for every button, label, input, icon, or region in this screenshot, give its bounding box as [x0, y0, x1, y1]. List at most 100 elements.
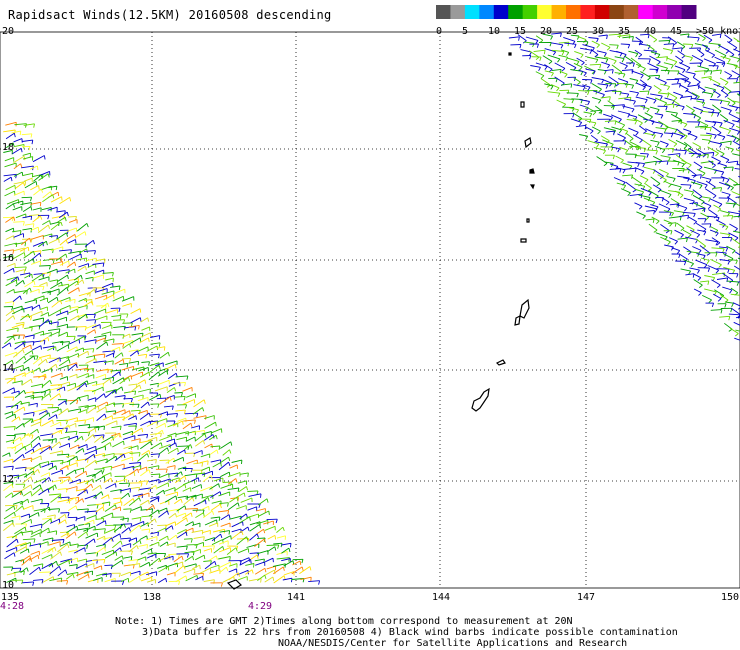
wind-barb-feather — [203, 555, 206, 560]
wind-barb — [30, 201, 41, 205]
wind-barb-feather — [27, 247, 30, 252]
wind-barb-feather — [114, 525, 117, 530]
wind-barb — [542, 55, 553, 62]
wind-barb — [704, 120, 716, 123]
wind-barb — [601, 78, 613, 84]
wind-barb — [692, 246, 702, 251]
island-outlines — [226, 52, 535, 590]
wind-barb-feather — [177, 448, 179, 453]
wind-barb — [38, 488, 49, 496]
wind-barb — [601, 42, 611, 48]
wind-barb — [84, 510, 98, 513]
wind-barb — [139, 412, 150, 420]
wind-barb-feather — [23, 342, 26, 348]
wind-barb — [642, 139, 652, 147]
wind-barb-feather — [672, 148, 675, 153]
wind-barb-feather — [11, 466, 14, 471]
wind-barb — [644, 160, 657, 164]
wind-barb-feather — [607, 64, 611, 69]
wind-barb-feather — [94, 329, 97, 334]
wind-barb-feather — [13, 289, 15, 294]
wind-barb — [671, 83, 681, 85]
wind-barb — [33, 188, 42, 196]
wind-barb — [220, 456, 229, 463]
wind-barb — [104, 504, 116, 512]
wind-barb — [712, 33, 722, 36]
wind-barb — [639, 175, 649, 181]
wind-barb-feather — [132, 564, 135, 569]
wind-barb — [49, 393, 60, 401]
wind-barb-feather — [706, 252, 711, 256]
lat-lon-gridlines — [0, 32, 740, 588]
wind-barb-feather — [129, 358, 132, 363]
wind-barb — [69, 444, 79, 450]
wind-barb — [58, 496, 70, 499]
wind-barb-feather — [119, 533, 122, 538]
wind-barb — [731, 70, 740, 76]
wind-barb-feather — [647, 77, 651, 81]
legend-swatch — [652, 5, 668, 19]
wind-barb — [58, 476, 70, 479]
wind-barb-feather — [158, 354, 160, 359]
wind-barb — [535, 62, 548, 67]
wind-barb-feather — [634, 116, 638, 121]
wind-barb-feather — [642, 86, 646, 91]
wind-barb — [56, 453, 69, 456]
wind-barb — [38, 354, 51, 359]
wind-barb-feather — [110, 466, 113, 471]
wind-barb — [631, 176, 642, 184]
wind-barb-feather — [101, 470, 104, 475]
wind-barb — [66, 486, 78, 490]
wind-barb-feather — [715, 152, 719, 157]
wind-barb — [730, 287, 739, 294]
wind-barb — [714, 289, 724, 296]
wind-barb-feather — [712, 63, 716, 68]
wind-barb-feather — [726, 179, 730, 183]
wind-barb — [704, 288, 717, 293]
wind-barb — [227, 478, 237, 485]
wind-barb — [645, 218, 655, 221]
wind-barb — [680, 33, 690, 36]
wind-barb-feather — [37, 555, 40, 560]
wind-barb — [720, 55, 731, 60]
wind-barb — [696, 253, 706, 256]
wind-barb — [51, 469, 63, 475]
wind-barb-feather — [127, 493, 131, 498]
wind-barb — [32, 207, 42, 211]
wind-barb-feather — [152, 505, 156, 510]
wind-barb — [94, 308, 106, 315]
wind-barb-feather — [235, 547, 238, 552]
wind-barb — [607, 100, 615, 106]
wind-barb — [723, 85, 732, 92]
wind-barb — [656, 160, 669, 163]
wind-barb — [184, 550, 195, 554]
wind-barb — [100, 512, 113, 519]
wind-barb — [622, 174, 633, 177]
wind-barb — [573, 62, 583, 68]
wind-barb — [649, 55, 661, 63]
wind-barb — [77, 380, 88, 387]
wind-barb — [629, 78, 638, 81]
wind-barb-feather — [594, 139, 598, 143]
wind-barb — [712, 90, 721, 96]
wind-barb — [104, 551, 117, 559]
wind-barb-feather — [646, 153, 649, 158]
wind-barb — [210, 516, 220, 519]
wind-barb — [195, 440, 204, 447]
wind-barb-feather — [104, 547, 106, 552]
wind-barb-feather — [263, 538, 267, 543]
wind-barb-feather — [72, 574, 75, 579]
wind-barb-feather — [30, 484, 33, 489]
wind-barb — [68, 278, 79, 282]
wind-barb — [75, 467, 84, 471]
wind-barb — [123, 556, 132, 559]
wind-barb-feather — [699, 284, 703, 288]
wind-barb — [217, 510, 229, 513]
wind-barb — [112, 533, 121, 539]
wind-barb — [123, 422, 137, 426]
wind-barb-feather — [614, 83, 617, 88]
wind-barb — [573, 77, 581, 83]
wind-barb-feather — [158, 453, 160, 458]
wind-barb — [608, 76, 620, 84]
wind-barb-feather — [573, 77, 577, 82]
